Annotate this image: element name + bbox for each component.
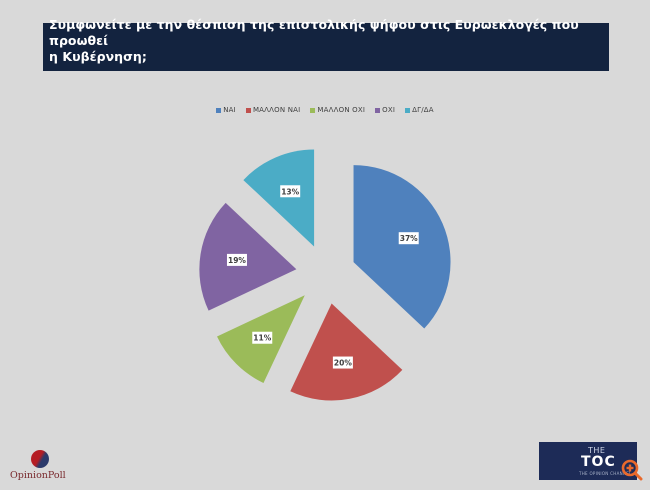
pie-slice-shape — [243, 149, 315, 247]
legend-item-oxi: ΟΧΙ — [375, 106, 395, 114]
legend-label: ΝΑΙ — [223, 106, 236, 114]
data-label: 19% — [228, 256, 246, 265]
legend-label: ΔΓ/ΔΑ — [412, 106, 434, 114]
data-label-box — [226, 253, 247, 266]
opinionpoll-logo: OpinionPoll — [8, 450, 78, 484]
data-label-box — [332, 356, 353, 369]
legend-item-mallon-oxi: ΜΑΛΛΟΝ ΟΧΙ — [310, 106, 365, 114]
pie-slice-1: 20% — [290, 303, 403, 401]
pie-slice-shape — [290, 303, 403, 401]
data-label: 13% — [281, 187, 299, 196]
chart-title-line-1: Συμφωνείτε με την θέσπιση της επιστολική… — [49, 17, 579, 48]
legend-label: ΟΧΙ — [382, 106, 396, 114]
legend-swatch-icon — [375, 107, 381, 113]
legend-item-dg-da: ΔΓ/ΔΑ — [405, 106, 434, 114]
data-label-box — [280, 185, 301, 198]
chart-title: Συμφωνείτε με την θέσπιση της επιστολική… — [49, 17, 603, 65]
chart-title-banner: Συμφωνείτε με την θέσπιση της επιστολική… — [43, 17, 609, 71]
toc-logo-the: THE — [588, 446, 606, 455]
pie-slice-2: 11% — [217, 295, 305, 383]
zoom-in-icon — [621, 459, 643, 481]
opinionpoll-logo-text: OpinionPoll — [10, 470, 66, 481]
toc-logo: THE TOC THE OPINION CHANNEL — [539, 442, 637, 480]
legend-label: ΜΑΛΛΟΝ ΝΑΙ — [252, 106, 301, 114]
legend-item-mallon-nai: ΜΑΛΛΟΝ ΝΑΙ — [245, 106, 301, 114]
data-label: 20% — [334, 359, 352, 368]
data-label: 11% — [253, 334, 271, 343]
pie-slice-3: 19% — [199, 202, 297, 311]
chart-legend: ΝΑΙ ΜΑΛΛΟΝ ΝΑΙ ΜΑΛΛΟΝ ΟΧΙ ΟΧΙ ΔΓ/ΔΑ — [0, 106, 650, 114]
pie-slice-4: 13% — [243, 149, 315, 247]
legend-label: ΜΑΛΛΟΝ ΟΧΙ — [317, 106, 366, 114]
legend-item-nai: ΝΑΙ — [216, 106, 236, 114]
legend-swatch-icon — [216, 107, 222, 113]
pie-slice-shape — [199, 202, 297, 311]
data-label-box — [398, 232, 419, 245]
pie-slice-shape — [353, 165, 451, 329]
pie-slice-0: 37% — [353, 165, 451, 329]
zoom-in-button[interactable] — [620, 458, 644, 482]
legend-swatch-icon — [310, 107, 316, 113]
toc-logo-sub: THE OPINION CHANNEL — [579, 471, 632, 476]
data-label: 37% — [400, 234, 418, 243]
legend-swatch-icon — [405, 107, 411, 113]
toc-logo-main: TOC — [581, 454, 616, 470]
opinionpoll-logo-icon — [31, 450, 49, 468]
chart-title-line-2: η Κυβέρνηση; — [49, 49, 147, 64]
legend-swatch-icon — [245, 107, 251, 113]
data-label-box — [252, 331, 273, 344]
